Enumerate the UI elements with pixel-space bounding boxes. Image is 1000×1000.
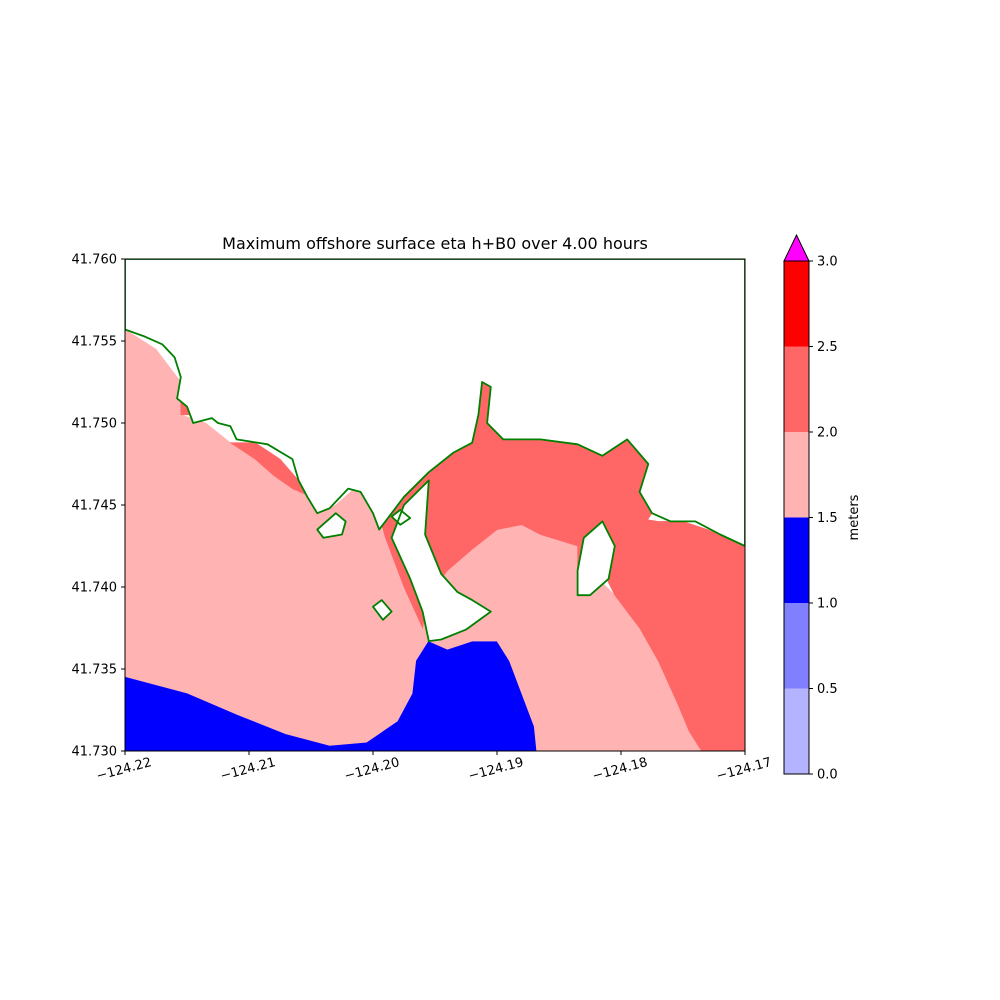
- colorbar: 0.0 0.5 1.0 1.5 2.0 2.5 3.0 meters: [783, 233, 862, 783]
- land-layer: [125, 259, 745, 642]
- coastline-island-bay: [390, 508, 412, 526]
- coastline-north-land: [125, 259, 745, 547]
- y-tick-label: 41.740: [72, 581, 118, 596]
- y-axis: 41.730 41.735 41.740 41.745 41.750 41.755 41.7…: [72, 253, 125, 760]
- y-tick-label: 41.745: [72, 499, 118, 514]
- colorbar-segment: [784, 346, 809, 432]
- colorbar-segment: [784, 261, 809, 347]
- colorbar-segment: [784, 688, 809, 774]
- colorbar-segment: [784, 517, 809, 603]
- y-tick-label: 41.730: [72, 745, 118, 760]
- land-channel-land: [577, 521, 615, 596]
- colorbar-tick-label: 1.0: [817, 597, 838, 612]
- chart-title: Maximum offshore surface eta h+B0 over 4…: [222, 234, 648, 253]
- colorbar-tick-label: 3.0: [817, 255, 838, 270]
- colorbar-tick-label: 0.0: [817, 768, 838, 783]
- land-north-land: [125, 259, 745, 546]
- coastline-island-south: [372, 599, 393, 621]
- y-tick-label: 41.750: [72, 417, 118, 432]
- colorbar-segment: [784, 603, 809, 689]
- colorbar-label: meters: [847, 494, 862, 540]
- y-tick-label: 41.760: [72, 253, 118, 268]
- y-tick-label: 41.755: [72, 335, 118, 350]
- coastline-channel-land: [576, 520, 616, 597]
- land-island-west: [317, 513, 346, 538]
- colorbar-tick-label: 0.5: [817, 682, 838, 697]
- plot-area: [125, 259, 745, 751]
- colorbar-tick-label: 2.0: [817, 426, 838, 441]
- coastline-layer: [125, 259, 745, 642]
- land-harbor-land: [391, 480, 491, 642]
- y-tick-label: 41.735: [72, 663, 118, 678]
- colorbar-segment: [784, 432, 809, 518]
- colorbar-tick-label: 2.5: [817, 340, 838, 355]
- coastline-island-west: [316, 512, 347, 539]
- colorbar-tick-label: 1.5: [817, 511, 838, 526]
- coastline-harbor-land: [390, 479, 492, 642]
